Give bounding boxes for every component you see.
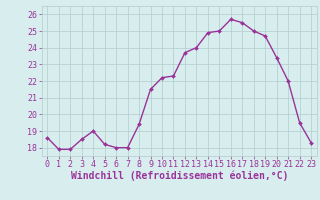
X-axis label: Windchill (Refroidissement éolien,°C): Windchill (Refroidissement éolien,°C) — [70, 171, 288, 181]
